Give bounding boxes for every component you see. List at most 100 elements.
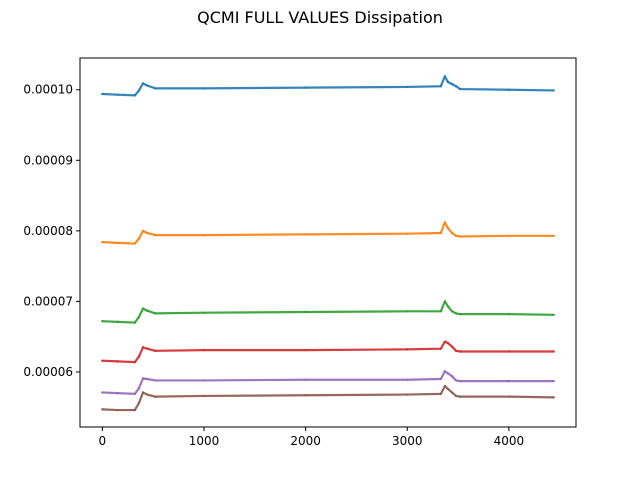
data-point	[454, 394, 458, 398]
chart-title: QCMI FULL VALUES Dissipation	[197, 8, 443, 27]
data-point	[154, 87, 157, 90]
data-point	[145, 309, 149, 312]
data-point	[141, 377, 145, 380]
data-point	[446, 80, 450, 84]
data-point	[101, 391, 104, 394]
data-point	[141, 391, 145, 394]
data-point	[443, 340, 446, 343]
data-point	[439, 231, 442, 235]
data-point	[450, 345, 454, 348]
data-point	[133, 360, 136, 364]
data-point	[145, 84, 149, 87]
data-point	[406, 310, 409, 313]
data-point	[459, 313, 462, 316]
data-point	[304, 86, 307, 89]
data-point	[443, 384, 446, 388]
data-point	[137, 387, 141, 390]
data-point	[137, 401, 141, 405]
data-point	[439, 377, 442, 381]
data-point	[141, 229, 145, 232]
series-3-trace	[101, 300, 555, 324]
data-point	[116, 408, 119, 412]
x-tick-label: 1000	[189, 434, 220, 448]
data-point	[552, 396, 555, 399]
data-point	[133, 321, 136, 324]
data-point	[406, 393, 409, 396]
data-point	[507, 88, 511, 91]
series-3	[101, 300, 555, 324]
data-point	[406, 378, 409, 381]
data-point	[443, 221, 446, 224]
data-point	[133, 242, 136, 245]
data-point	[101, 320, 104, 323]
data-point	[439, 310, 442, 313]
plot-frame	[79, 57, 577, 428]
data-point	[145, 231, 149, 235]
data-point	[443, 300, 446, 303]
data-point	[133, 94, 136, 97]
data-point	[154, 312, 157, 315]
data-point	[443, 370, 446, 373]
data-point	[406, 85, 409, 89]
data-point	[202, 87, 206, 90]
data-point	[446, 387, 450, 390]
data-point	[202, 311, 206, 314]
data-point	[116, 360, 119, 363]
data-point	[116, 392, 119, 395]
x-tick-label: 0	[99, 434, 107, 448]
data-point	[450, 231, 454, 235]
y-tick-label: 0.00010	[23, 83, 73, 97]
data-point	[202, 349, 206, 352]
data-point	[552, 380, 555, 383]
data-point	[552, 89, 555, 92]
series-1-trace	[101, 75, 555, 97]
data-point	[439, 85, 442, 88]
data-point	[446, 372, 450, 375]
data-point	[116, 320, 119, 323]
data-point	[507, 380, 511, 383]
data-point	[552, 313, 555, 316]
data-point	[304, 349, 307, 352]
series-1	[101, 75, 555, 97]
data-point	[145, 377, 149, 381]
data-point	[141, 346, 145, 349]
data-point	[154, 379, 157, 382]
data-point	[454, 85, 458, 88]
data-point	[439, 392, 442, 395]
data-point	[154, 233, 157, 237]
data-point	[304, 394, 307, 397]
data-point	[552, 350, 555, 353]
data-point	[137, 237, 141, 240]
data-point	[439, 347, 442, 350]
series-5-trace	[101, 370, 555, 395]
data-point	[406, 348, 409, 351]
data-point	[202, 379, 206, 382]
data-point	[459, 87, 462, 91]
data-point	[507, 234, 511, 237]
data-point	[454, 379, 458, 382]
data-point	[141, 82, 145, 85]
data-point	[141, 307, 145, 310]
data-point	[116, 93, 119, 96]
y-tick-label: 0.00009	[23, 153, 73, 167]
data-point	[459, 380, 462, 383]
data-point	[446, 305, 450, 308]
series-4	[101, 340, 555, 364]
series-2-trace	[101, 221, 555, 245]
data-point	[443, 75, 446, 78]
series-6-trace	[101, 384, 555, 412]
data-point	[202, 394, 206, 398]
data-point	[454, 312, 458, 315]
data-point	[202, 233, 206, 237]
x-tick-label: 4000	[494, 434, 525, 448]
data-point	[304, 233, 307, 236]
data-point	[450, 375, 454, 378]
data-point	[101, 241, 104, 244]
data-point	[454, 349, 458, 352]
data-point	[101, 408, 104, 411]
data-point	[101, 92, 104, 96]
x-tick-label: 2000	[290, 434, 321, 448]
series-5	[101, 370, 555, 395]
data-point	[446, 341, 450, 345]
